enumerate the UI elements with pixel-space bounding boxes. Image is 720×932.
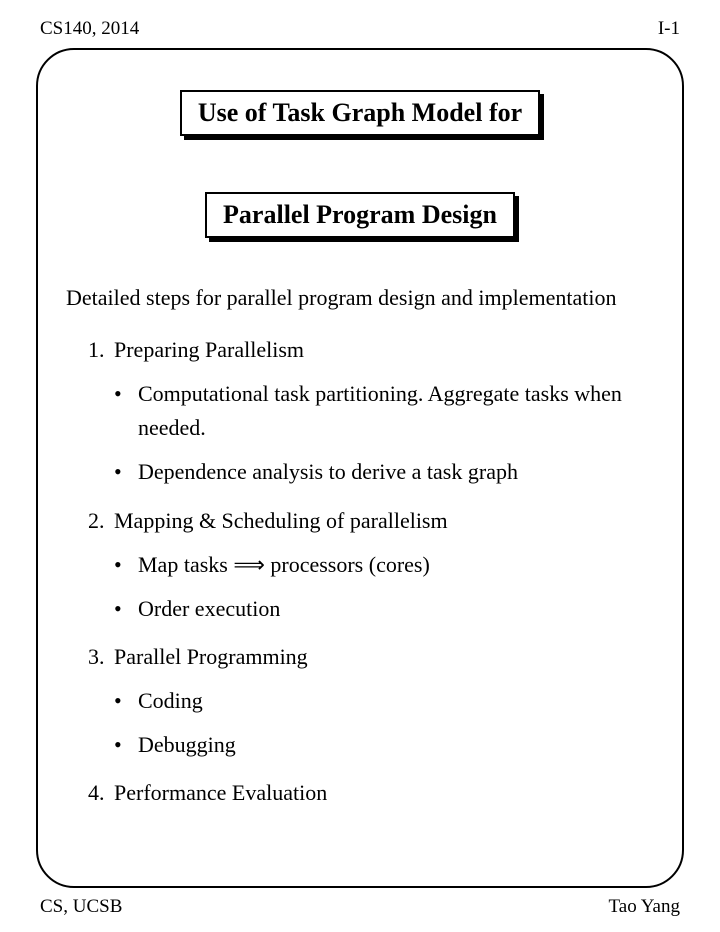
step-1-label: Preparing Parallelism xyxy=(114,337,304,362)
step-3: 3.Parallel Programming Coding Debugging xyxy=(88,640,654,762)
step-3-sub-a: Coding xyxy=(138,684,654,718)
step-4-num: 4. xyxy=(88,776,114,810)
step-2-label: Mapping & Scheduling of parallelism xyxy=(114,508,448,533)
step-4: 4.Performance Evaluation xyxy=(88,776,654,810)
step-1-sub-b: Dependence analysis to derive a task gra… xyxy=(138,455,654,489)
content-frame: Use of Task Graph Model for Parallel Pro… xyxy=(36,48,684,888)
step-3-label: Parallel Programming xyxy=(114,644,308,669)
step-1-num: 1. xyxy=(88,333,114,367)
header-left: CS140, 2014 xyxy=(40,18,139,40)
step-2-sub: Map tasks ⟹ processors (cores) Order exe… xyxy=(88,548,654,626)
page-header: CS140, 2014 I-1 xyxy=(0,0,720,40)
implies-icon: ⟹ xyxy=(233,552,265,577)
step-1-sub-a: Computational task partitioning. Aggrega… xyxy=(138,377,654,445)
footer-left: CS, UCSB xyxy=(40,896,122,918)
step-3-sub: Coding Debugging xyxy=(88,684,654,762)
title-wrap-2: Parallel Program Design xyxy=(66,192,654,238)
header-right: I-1 xyxy=(658,18,680,40)
map-post: processors (cores) xyxy=(265,552,430,577)
step-2-num: 2. xyxy=(88,504,114,538)
page-footer: CS, UCSB Tao Yang xyxy=(40,896,680,918)
title-box-2: Parallel Program Design xyxy=(205,192,515,238)
step-1-sub: Computational task partitioning. Aggrega… xyxy=(88,377,654,489)
intro-text: Detailed steps for parallel program desi… xyxy=(66,280,654,315)
map-pre: Map tasks xyxy=(138,552,233,577)
step-2-sub-a: Map tasks ⟹ processors (cores) xyxy=(138,548,654,582)
step-3-sub-b: Debugging xyxy=(138,728,654,762)
footer-right: Tao Yang xyxy=(608,896,680,918)
step-1: 1.Preparing Parallelism Computational ta… xyxy=(88,333,654,489)
step-2-sub-b: Order execution xyxy=(138,592,654,626)
steps-list: 1.Preparing Parallelism Computational ta… xyxy=(66,333,654,810)
step-4-label: Performance Evaluation xyxy=(114,780,327,805)
step-2: 2.Mapping & Scheduling of parallelism Ma… xyxy=(88,504,654,626)
title-wrap-1: Use of Task Graph Model for xyxy=(66,90,654,136)
title-box-1: Use of Task Graph Model for xyxy=(180,90,540,136)
step-3-num: 3. xyxy=(88,640,114,674)
